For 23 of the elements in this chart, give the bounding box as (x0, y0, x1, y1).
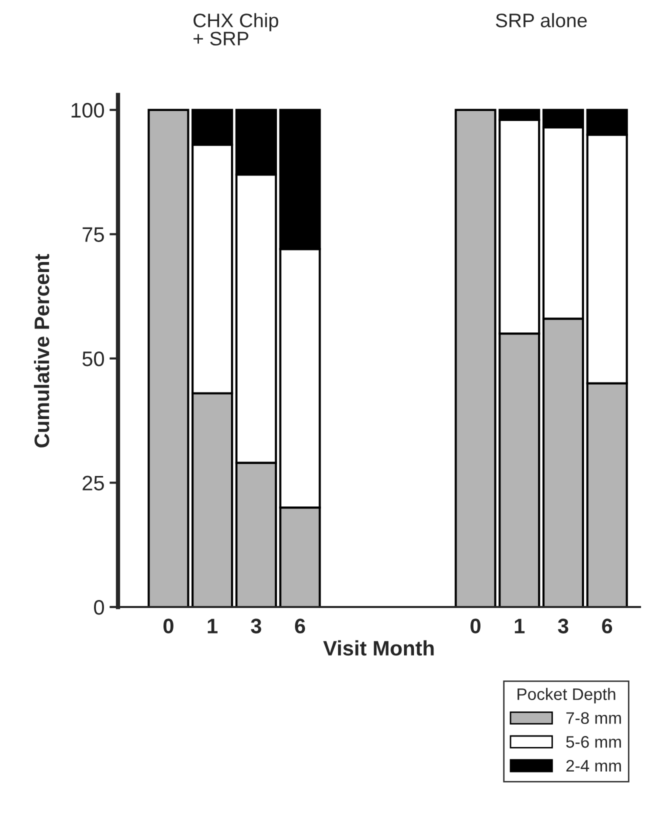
legend-label: 2-4 mm (566, 760, 621, 772)
x-tick-label: 6 (602, 618, 612, 634)
y-tick-label: 0 (94, 600, 104, 615)
y-tick-label: 75 (82, 227, 104, 242)
y-tick-label: 50 (82, 351, 104, 366)
text: SRP alone (496, 13, 587, 28)
y-tick-label: 25 (82, 476, 104, 490)
x-tick-label: 1 (514, 618, 525, 634)
x-tick-label: 6 (295, 618, 306, 634)
x-tick-label: 3 (558, 618, 568, 634)
x-axis-title: Visit Month (323, 640, 434, 656)
legend-label: 5-6 mm (566, 736, 621, 748)
bar (148, 108, 190, 607)
x-tick-label: 0 (470, 618, 480, 634)
y-tick-label: 100 (72, 102, 104, 118)
x-tick-label: 3 (250, 618, 262, 634)
y-axis-title: Cumulative Percent (34, 254, 50, 448)
x-tick-label: 1 (208, 618, 218, 634)
text: CHX Chip + SRP (194, 13, 278, 46)
x-tick-label: 0 (163, 618, 174, 634)
legend-title: Pocket Depth (518, 688, 616, 704)
bar (454, 108, 496, 607)
legend-label: 7-8 mm (566, 712, 621, 724)
